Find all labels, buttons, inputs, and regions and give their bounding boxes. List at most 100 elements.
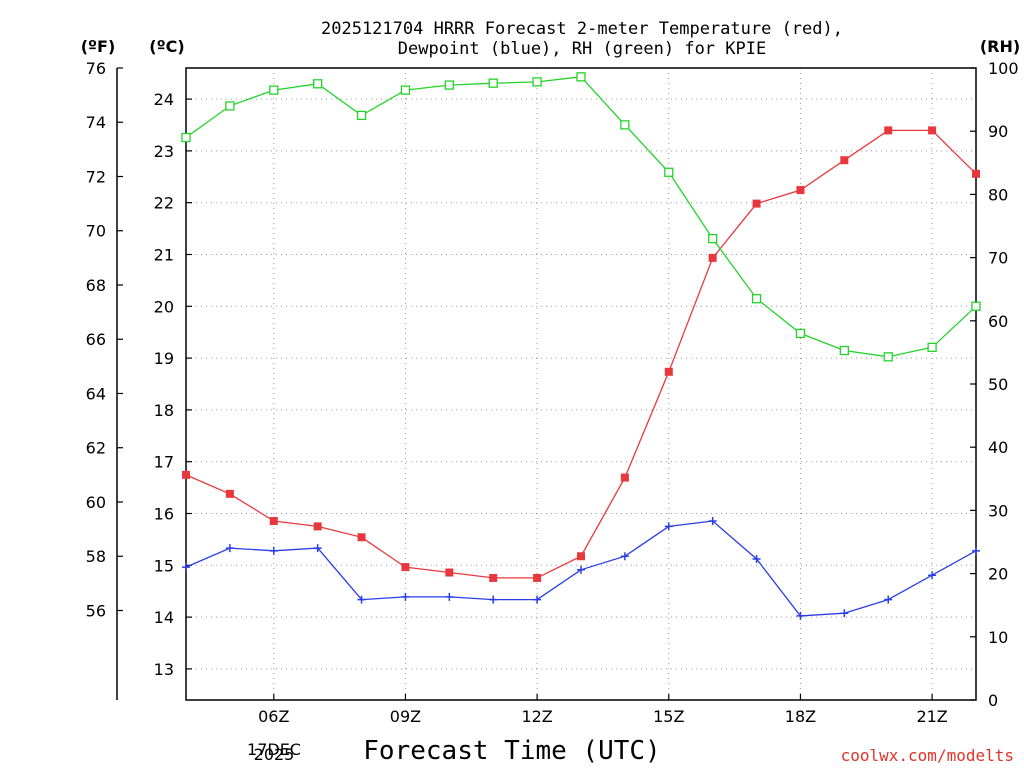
temperature-point: [620, 473, 629, 482]
rh-tick-label: 100: [988, 59, 1019, 78]
rh-tick-label: 50: [988, 375, 1008, 394]
temperature-point: [269, 516, 278, 525]
temperature-point: [401, 563, 410, 572]
c-tick-label: 20: [154, 297, 174, 316]
rh-point: [225, 101, 235, 111]
dewpoint-point: [357, 595, 366, 604]
x-tick-label: 18Z: [785, 707, 816, 726]
rh-tick-label: 10: [988, 628, 1008, 647]
c-tick-label: 19: [154, 349, 174, 368]
chart-title-line-2: Dewpoint (blue), RH (green) for KPIE: [398, 39, 766, 59]
axis-ticks: 13 14 15 16 17 18 19 20 21 22 23 24 56 58 60 62 64 66 68 70…: [86, 59, 1019, 726]
f-tick-label: 68: [86, 276, 106, 295]
dewpoint-point: [752, 554, 761, 563]
temperature-point: [489, 573, 498, 582]
grid-lines: [186, 68, 976, 700]
dewpoint-point: [225, 544, 234, 553]
dewpoint-point: [533, 595, 542, 604]
dewpoint-point: [664, 522, 673, 531]
rh-point: [532, 77, 542, 87]
c-tick-label: 13: [154, 660, 174, 679]
rh-point: [313, 79, 323, 89]
dewpoint-point: [796, 611, 805, 620]
dewpoint-point: [489, 595, 498, 604]
rh-tick-label: 0: [988, 691, 998, 710]
dewpoint-point: [401, 592, 410, 601]
rh-point: [444, 80, 454, 90]
x-tick-label: 12Z: [521, 707, 552, 726]
dewpoint-point: [708, 516, 717, 525]
rh-tick-label: 30: [988, 501, 1008, 520]
x-tick-label: 21Z: [916, 707, 947, 726]
dewpoint-point: [269, 546, 278, 555]
rh-point: [400, 85, 411, 95]
f-tick-label: 56: [86, 601, 106, 620]
dewpoint-point: [620, 552, 629, 561]
plot-frame: [185, 67, 977, 701]
rh-tick-label: 20: [988, 565, 1008, 584]
f-tick-label: 62: [86, 439, 106, 458]
fahrenheit-unit-label: (ºF): [81, 37, 116, 56]
c-tick-label: 18: [154, 401, 174, 420]
rh-tick-label: 40: [988, 438, 1008, 457]
rh-point: [181, 132, 191, 143]
dewpoint-point: [182, 563, 190, 572]
rh-series-line: [185, 76, 977, 358]
rh-tick-label: 60: [988, 312, 1008, 331]
c-tick-label: 24: [154, 90, 174, 109]
f-tick-label: 58: [86, 547, 106, 566]
celsius-unit-label: (ºC): [149, 37, 184, 56]
temperature-point: [533, 573, 542, 582]
chart-title-line-1: 2025121704 HRRR Forecast 2-meter Tempera…: [321, 19, 843, 39]
rh-tick-label: 70: [988, 249, 1008, 268]
c-tick-label: 14: [154, 608, 174, 627]
rh-point: [795, 328, 806, 339]
rh-point: [356, 110, 367, 121]
rh-point: [620, 120, 630, 130]
rh-point: [971, 301, 981, 311]
x-tick-label: 06Z: [258, 707, 289, 726]
rh-point: [839, 345, 849, 356]
c-tick-label: 17: [154, 453, 174, 472]
data-series: [181, 72, 981, 620]
temperature-point: [972, 169, 980, 178]
temperature-point: [884, 126, 893, 135]
rh-point: [269, 85, 279, 95]
rh-point: [576, 72, 586, 82]
rh-point: [708, 233, 718, 244]
f-tick-label: 64: [86, 384, 106, 403]
f-tick-label: 66: [86, 330, 106, 349]
temperature-series-line: [185, 129, 977, 579]
rh-tick-label: 80: [988, 185, 1008, 204]
f-tick-label: 76: [86, 59, 106, 78]
rh-point: [751, 294, 762, 304]
dewpoint-point: [840, 609, 849, 618]
dewpoint-point: [972, 546, 980, 555]
temperature-point: [577, 552, 585, 561]
c-tick-label: 16: [154, 505, 174, 524]
c-tick-label: 15: [154, 556, 174, 575]
credit-link[interactable]: coolwx.com/modelts: [841, 746, 1014, 765]
c-tick-label: 21: [154, 245, 174, 264]
f-tick-label: 60: [86, 493, 106, 512]
temperature-point: [313, 522, 322, 531]
date-label-year: 2025: [254, 745, 295, 764]
f-tick-label: 74: [86, 113, 106, 132]
x-axis-title: Forecast Time (UTC): [363, 736, 660, 766]
rh-point: [664, 167, 674, 177]
c-tick-label: 22: [154, 194, 174, 213]
temperature-point: [752, 199, 761, 208]
temperature-point: [928, 126, 937, 135]
rh-point: [927, 342, 937, 352]
c-tick-label: 23: [154, 142, 174, 161]
dewpoint-point: [313, 544, 322, 553]
temperature-point: [840, 156, 849, 165]
x-tick-label: 15Z: [653, 707, 684, 726]
temperature-point: [708, 253, 717, 262]
f-tick-label: 72: [86, 167, 106, 186]
dewpoint-point: [577, 565, 585, 574]
temperature-point: [664, 367, 673, 376]
f-tick-label: 70: [86, 222, 106, 241]
rh-point: [883, 352, 893, 362]
